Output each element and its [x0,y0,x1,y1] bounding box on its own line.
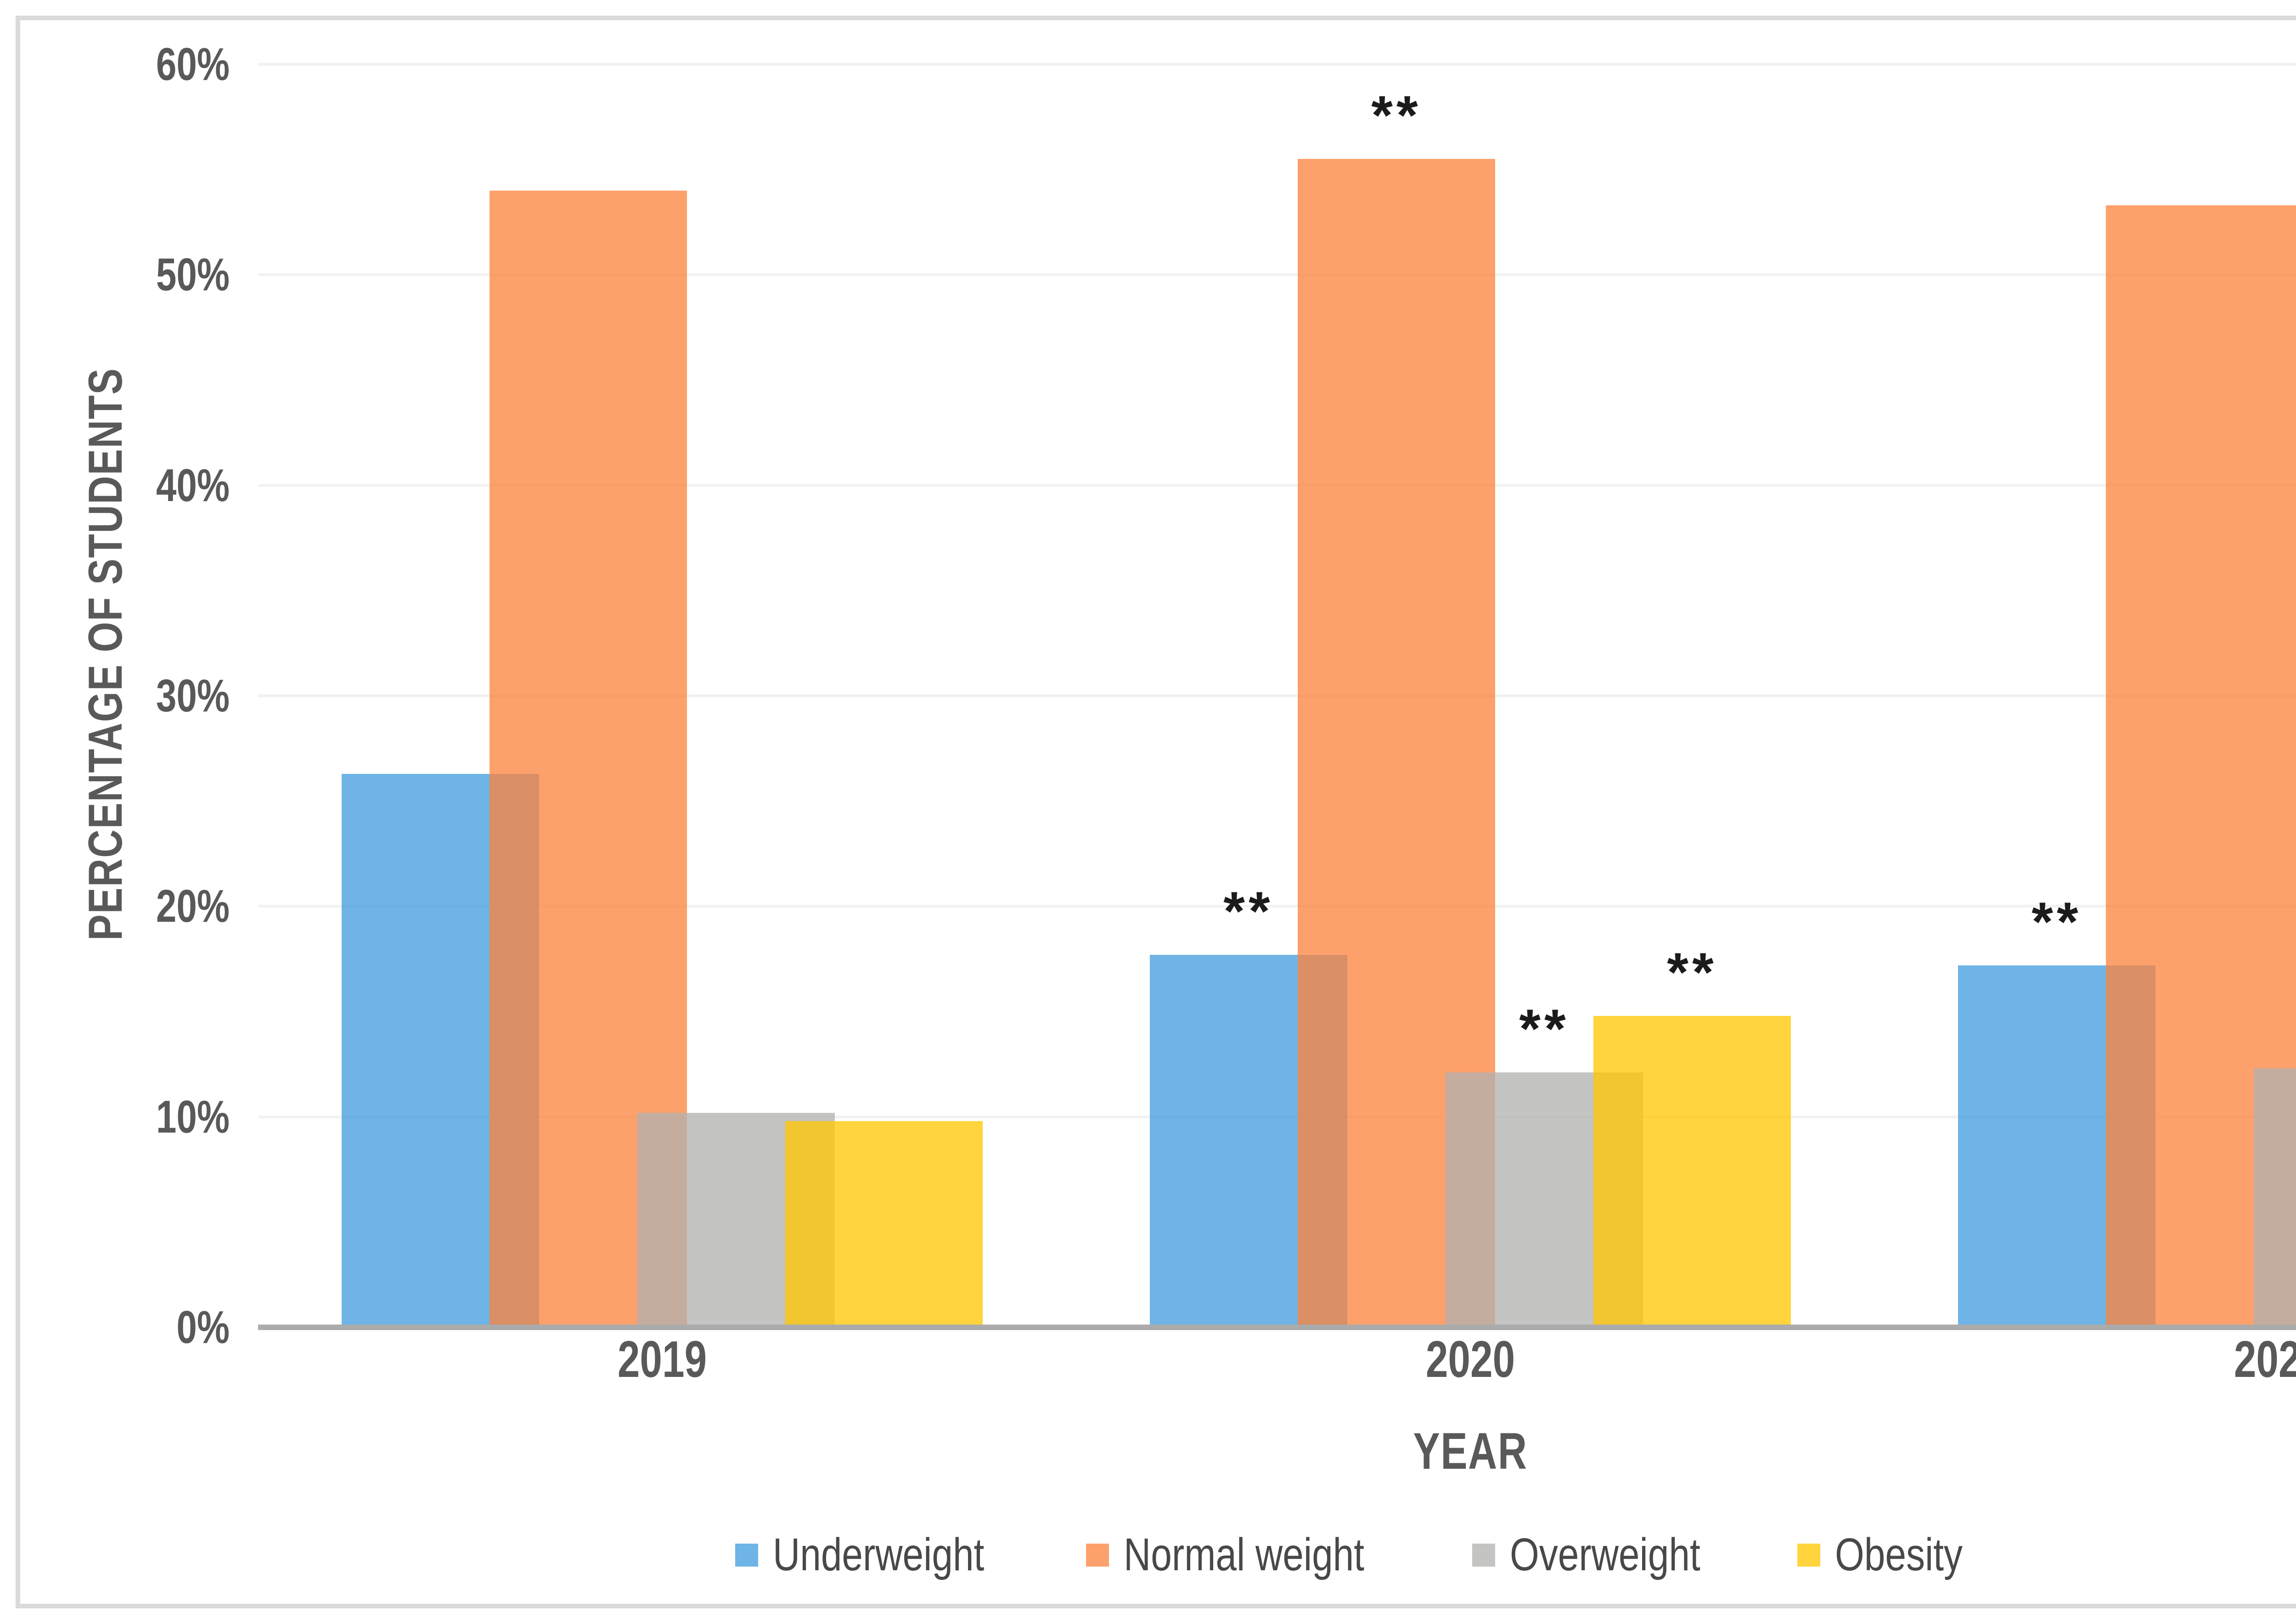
bar-obesity-2020 [1593,1015,1791,1327]
y-tick-label-0: 0% [176,1302,230,1353]
legend-label: Overweight [1509,1529,1700,1580]
bar-group-2019 [342,64,983,1327]
y-tick-label-20: 20% [156,880,230,932]
gridline-50 [258,273,2296,276]
significance-marker-underweight-2021: ** [2032,891,2082,953]
legend-label: Obesity [1835,1529,1963,1580]
legend-swatch-icon [735,1543,759,1567]
bar-obesity-2019 [785,1121,983,1327]
significance-marker-overweight-2020: ** [1519,998,1570,1060]
bar-overweight-2021 [2254,1068,2296,1327]
bar-group-2020: ** ** ** ** [1150,64,1791,1327]
significance-marker-overweight-2021: ** [2254,997,2296,1057]
legend-swatch-icon [1086,1543,1109,1567]
y-tick-label-40: 40% [156,459,230,511]
significance-marker-obesity-2020: ** [1667,941,1717,1003]
legend-label: Underweight [773,1529,985,1580]
legend-swatch-icon [1797,1543,1820,1567]
y-tick-label-10: 10% [156,1091,230,1143]
x-axis-line [258,1325,2296,1330]
x-category-label-2020: 2020 [1425,1331,1515,1388]
gridline-30 [258,694,2296,697]
x-category-label-2019: 2019 [617,1331,707,1388]
legend-label: Normal weight [1123,1529,1364,1580]
y-tick-label-30: 30% [156,670,230,722]
gridline-40 [258,484,2296,487]
legend-item-obesity: Obesity [1797,1528,1991,1581]
gridline-20 [258,905,2296,908]
legend-swatch-icon [1472,1543,1495,1567]
x-category-label-2021: 2021 [2234,1331,2296,1388]
bar-group-2021: ****** [1958,64,2296,1327]
gridline-60 [258,63,2296,66]
x-axis-title: YEAR [1413,1422,1528,1480]
legend-item-underweight: Underweight [735,1528,1030,1581]
y-tick-label-60: 60% [156,39,230,90]
significance-marker-underweight-2020: ** [1223,880,1274,942]
y-tick-label-50: 50% [156,249,230,301]
plot-area: ************** [258,63,2296,1330]
legend-item-overweight: Overweight [1472,1528,1742,1581]
legend: Underweight Normal weight Overweight Obesit… [0,1528,2296,1581]
legend-item-normal-weight: Normal weight [1086,1528,1417,1581]
significance-marker-normal-weight-2020: ** [1371,85,1422,147]
